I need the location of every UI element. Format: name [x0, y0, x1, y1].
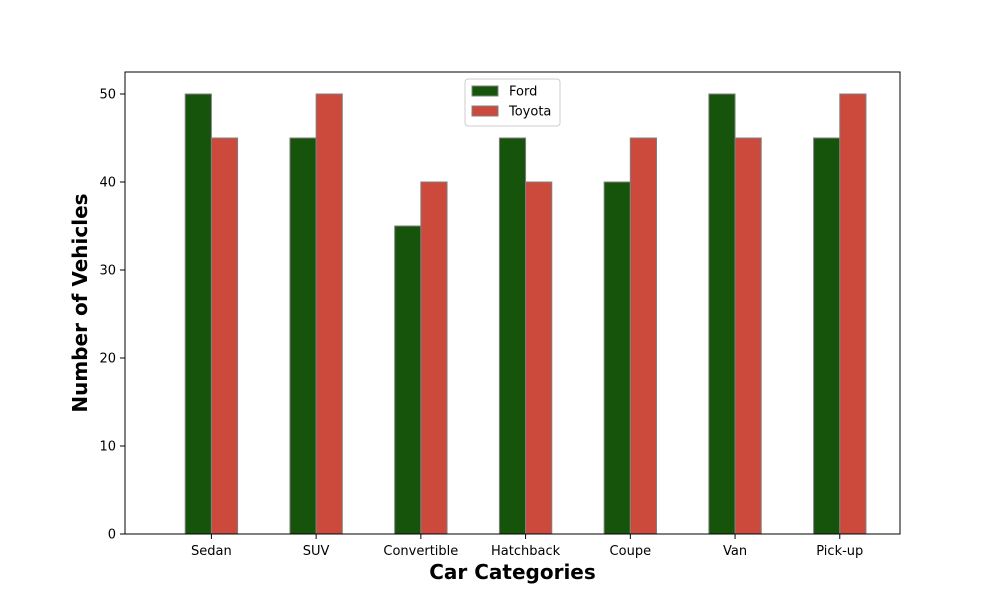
x-axis-title: Car Categories: [429, 560, 596, 584]
legend: Ford Toyota: [464, 78, 561, 127]
axes-layer: 0 10 20 30 40 50 Sedan SUV Convertible Hatchback C…: [99, 71, 901, 559]
y-tick-label: 0: [108, 528, 116, 543]
bar-ford-hatchback: [498, 137, 527, 535]
bar-ford-sedan: [184, 93, 212, 535]
y-tick-label: 20: [99, 352, 116, 367]
bar-ford-van: [708, 93, 736, 535]
bar-ford-convertible: [394, 225, 422, 535]
legend-swatch-ford: [471, 85, 499, 97]
y-tick-label: 30: [99, 264, 116, 279]
y-tick-label: 10: [99, 440, 116, 455]
bars-layer: [184, 93, 867, 535]
bar-toyota-convertible: [420, 181, 448, 535]
bar-ford-pick-up: [813, 137, 841, 535]
x-tick-label: Pick-up: [816, 544, 863, 559]
x-tick-label: Van: [723, 544, 747, 559]
x-tick-label: Coupe: [610, 544, 652, 559]
bar-toyota-coupe: [629, 137, 658, 535]
bar-toyota-suv: [315, 93, 343, 535]
x-tick-label: Sedan: [191, 544, 232, 559]
bar-toyota-sedan: [210, 137, 239, 535]
plot-frame: [124, 71, 901, 535]
y-axis-title: Number of Vehicles: [68, 193, 92, 412]
bar-toyota-van: [734, 137, 762, 535]
legend-swatch-toyota: [471, 105, 499, 117]
bar-toyota-pick-up: [839, 93, 867, 535]
legend-label-toyota: Toyota: [508, 105, 551, 120]
bar-toyota-hatchback: [525, 181, 553, 535]
x-tick-label: Convertible: [383, 544, 458, 559]
bar-ford-suv: [289, 137, 317, 535]
x-tick-label: Hatchback: [491, 544, 561, 559]
y-tick-label: 40: [99, 176, 116, 191]
x-tick-label: SUV: [303, 544, 330, 559]
legend-label-ford: Ford: [509, 85, 537, 100]
y-tick-label: 50: [99, 88, 116, 103]
bar-ford-coupe: [603, 181, 631, 535]
